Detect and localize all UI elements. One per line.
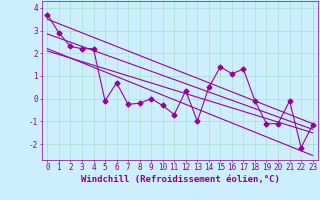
X-axis label: Windchill (Refroidissement éolien,°C): Windchill (Refroidissement éolien,°C) [81, 175, 279, 184]
